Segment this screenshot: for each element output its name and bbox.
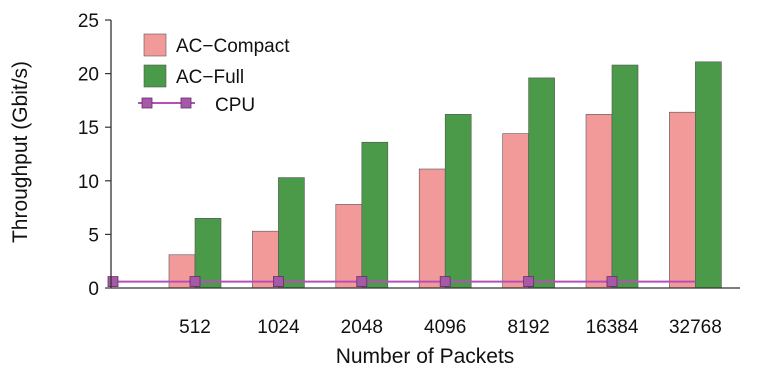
legend-marker-cpu-left	[141, 97, 153, 109]
legend-label-ac-full: AC−Full	[176, 67, 244, 88]
y-tick-label-20: 20	[78, 65, 99, 86]
y-tick-label-10: 10	[78, 172, 99, 193]
marker-cpu-1	[189, 276, 201, 287]
x-tick-label-16384: 16384	[586, 317, 639, 338]
bar-ac-compact-32768	[669, 111, 696, 289]
legend-label-ac-compact: AC−Compact	[176, 36, 290, 57]
bar-ac-full-16384	[611, 64, 639, 289]
bar-ac-full-4096	[444, 114, 472, 289]
legend-swatch-ac-full	[143, 64, 167, 88]
marker-cpu-6	[606, 276, 618, 287]
plot-area	[107, 61, 722, 289]
x-tick-label-2048: 2048	[341, 317, 383, 338]
marker-cpu-0	[107, 276, 119, 287]
bar-ac-full-1024	[278, 177, 305, 289]
bar-ac-compact-8192	[502, 133, 529, 289]
axes: 0 5 10 15 20 25 512 1024 2048 4096 8192 16384 32768	[78, 11, 740, 338]
x-tick-label-1024: 1024	[257, 317, 300, 338]
legend-swatch-ac-compact	[143, 33, 167, 57]
bar-ac-full-2048	[361, 141, 389, 289]
y-tick-label-5: 5	[88, 225, 99, 246]
legend-marker-cpu-right	[180, 97, 192, 109]
bar-ac-full-8192	[528, 77, 555, 289]
y-tick-label-25: 25	[78, 11, 99, 32]
y-axis-title: Throughput (Gbit/s)	[9, 61, 32, 243]
bar-ac-compact-2048	[335, 204, 363, 289]
x-tick-label-4096: 4096	[424, 317, 466, 338]
y-tick-label-15: 15	[78, 118, 99, 139]
bar-ac-full-32768	[695, 61, 722, 289]
marker-cpu-2	[272, 276, 284, 287]
bar-ac-compact-4096	[418, 168, 446, 289]
bar-ac-compact-16384	[585, 114, 613, 289]
x-axis-title: Number of Packets	[336, 345, 515, 368]
legend-label-cpu: CPU	[215, 95, 255, 116]
marker-cpu-5	[523, 276, 534, 287]
x-tick-label-8192: 8192	[507, 317, 549, 338]
marker-cpu-3	[356, 276, 368, 287]
x-tick-label-32768: 32768	[669, 317, 722, 338]
legend: AC−Compact AC−Full CPU	[138, 33, 290, 116]
x-tick-label-512: 512	[179, 317, 211, 338]
y-tick-label-0: 0	[88, 279, 99, 300]
marker-cpu-4	[439, 276, 451, 287]
